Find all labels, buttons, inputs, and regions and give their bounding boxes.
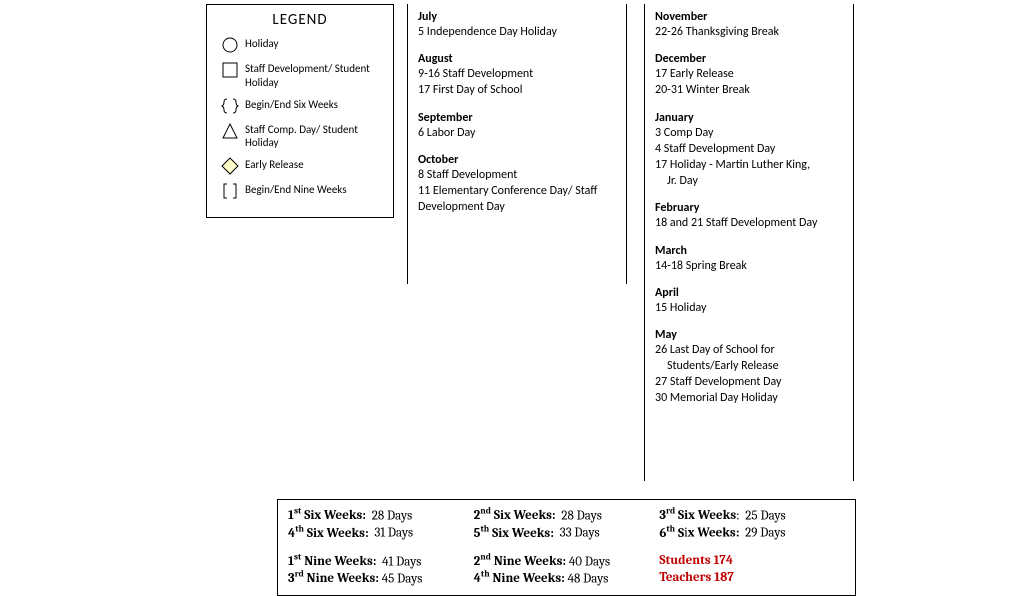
six-weeks-5: 5th Six Weeks: 33 Days	[474, 524, 660, 540]
event-line: 15 Holiday	[655, 300, 843, 316]
six-weeks-row-2: 4th Six Weeks: 31 Days 5th Six Weeks: 33…	[288, 524, 845, 540]
event-line: Students/Early Release	[655, 358, 843, 374]
bracket-icon	[215, 182, 245, 200]
six-weeks-3: 3rd Six Weeks: 25 Days	[659, 507, 845, 523]
nine-weeks-row-1: 1st Nine Weeks: 41 Days 2nd Nine Weeks: …	[288, 553, 845, 569]
legend-box: LEGEND Holiday Staff Development/ Student…	[206, 4, 394, 218]
month-block: January3 Comp Day4 Staff Development Day…	[655, 111, 843, 190]
legend-label: Early Release	[245, 157, 304, 172]
month-block: October8 Staff Development11 Elementary …	[418, 153, 616, 216]
nine-weeks-4: 4th Nine Weeks: 48 Days	[474, 570, 660, 586]
month-name: October	[418, 153, 616, 167]
event-line: 18 and 21 Staff Development Day	[655, 215, 843, 231]
event-line: 14-18 Spring Break	[655, 258, 843, 274]
month-name: May	[655, 328, 843, 342]
legend-row: Early Release	[215, 157, 385, 175]
nine-weeks-1: 1st Nine Weeks: 41 Days	[288, 553, 474, 569]
summary-box: 1st Six Weeks: 28 Days 2nd Six Weeks: 28…	[277, 499, 856, 596]
month-block: May26 Last Day of School forStudents/Ear…	[655, 328, 843, 407]
event-line: 3 Comp Day	[655, 125, 843, 141]
month-block: April15 Holiday	[655, 286, 843, 316]
legend-row: Holiday	[215, 36, 385, 54]
triangle-icon	[215, 122, 245, 140]
month-block: November22-26 Thanksgiving Break	[655, 10, 843, 40]
circle-icon	[215, 36, 245, 54]
month-block: December17 Early Release20-31 Winter Bre…	[655, 52, 843, 98]
six-weeks-row-1: 1st Six Weeks: 28 Days 2nd Six Weeks: 28…	[288, 507, 845, 523]
nine-weeks-3: 3rd Nine Weeks: 45 Days	[288, 570, 474, 586]
six-weeks-4: 4th Six Weeks: 31 Days	[288, 524, 474, 540]
curly-icon	[215, 97, 245, 115]
event-line: 9-16 Staff Development	[418, 66, 616, 82]
diamond-icon	[215, 157, 245, 175]
month-name: August	[418, 52, 616, 66]
event-line: 6 Labor Day	[418, 125, 616, 141]
month-name: December	[655, 52, 843, 66]
month-name: February	[655, 201, 843, 215]
event-line: 5 Independence Day Holiday	[418, 24, 616, 40]
six-weeks-2: 2nd Six Weeks: 28 Days	[474, 507, 660, 523]
nine-weeks-2: 2nd Nine Weeks: 40 Days	[474, 553, 660, 569]
square-icon	[215, 61, 245, 79]
month-name: January	[655, 111, 843, 125]
month-name: July	[418, 10, 616, 24]
event-line: 17 Holiday - Martin Luther King,	[655, 157, 843, 173]
legend-label: Staff Comp. Day/ Student Holiday	[245, 122, 385, 151]
month-block: September6 Labor Day	[418, 111, 616, 141]
legend-row: Staff Development/ Student Holiday	[215, 61, 385, 90]
month-name: April	[655, 286, 843, 300]
students-total: Students 174	[659, 553, 845, 569]
event-line: 17 Early Release	[655, 66, 843, 82]
six-weeks-1: 1st Six Weeks: 28 Days	[288, 507, 474, 523]
event-line: 17 First Day of School	[418, 82, 616, 98]
event-line: 11 Elementary Conference Day/ Staff Deve…	[418, 183, 616, 215]
legend-label: Begin/End Nine Weeks	[245, 182, 347, 197]
month-name: March	[655, 244, 843, 258]
legend-row: Begin/End Six Weeks	[215, 97, 385, 115]
six-weeks-6: 6th Six Weeks: 29 Days	[659, 524, 845, 540]
event-line: 22-26 Thanksgiving Break	[655, 24, 843, 40]
event-line: 27 Staff Development Day	[655, 374, 843, 390]
event-line: 26 Last Day of School for	[655, 342, 843, 358]
event-line: 4 Staff Development Day	[655, 141, 843, 157]
events-column-2: November22-26 Thanksgiving Break December…	[644, 4, 854, 481]
month-block: July5 Independence Day Holiday	[418, 10, 616, 40]
legend-row: Staff Comp. Day/ Student Holiday	[215, 122, 385, 151]
legend-title: LEGEND	[215, 11, 385, 29]
events-column-1: July5 Independence Day Holiday August9-16…	[407, 4, 627, 284]
month-block: February18 and 21 Staff Development Day	[655, 201, 843, 231]
legend-label: Holiday	[245, 36, 279, 51]
event-line: 8 Staff Development	[418, 167, 616, 183]
legend-row: Begin/End Nine Weeks	[215, 182, 385, 200]
event-line: 30 Memorial Day Holiday	[655, 390, 843, 406]
event-line: Jr. Day	[655, 173, 843, 189]
nine-weeks-row-2: 3rd Nine Weeks: 45 Days 4th Nine Weeks: …	[288, 570, 845, 586]
month-block: August9-16 Staff Development17 First Day…	[418, 52, 616, 98]
event-line: 20-31 Winter Break	[655, 82, 843, 98]
month-name: November	[655, 10, 843, 24]
legend-label: Staff Development/ Student Holiday	[245, 61, 385, 90]
month-name: September	[418, 111, 616, 125]
teachers-total: Teachers 187	[659, 570, 845, 586]
legend-label: Begin/End Six Weeks	[245, 97, 338, 112]
month-block: March14-18 Spring Break	[655, 244, 843, 274]
